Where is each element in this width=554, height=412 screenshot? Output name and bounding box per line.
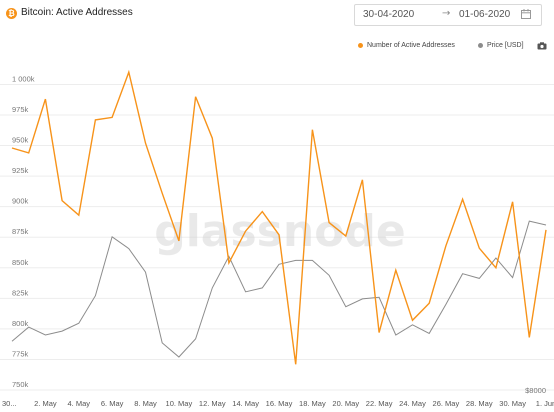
legend-dot-addresses	[358, 42, 363, 48]
date-end-field[interactable]: 01-06-2020	[459, 9, 511, 20]
y-axis-ticks: 750k 775k 800k 825k 850k 875k 900k 925k 950k 975k…	[12, 74, 35, 389]
price-series-line	[11, 220, 547, 358]
grid-lines	[0, 83, 554, 391]
bitcoin-icon: ₿	[6, 8, 17, 19]
active-addresses-series-line	[11, 69, 547, 365]
chart-header: ₿ Bitcoin: Active Addresses 30-04-2020 →…	[0, 0, 554, 34]
date-range-picker[interactable]: 30-04-2020 → 01-06-2020	[354, 4, 542, 26]
x-tick-label: 18. May	[299, 399, 326, 408]
y-tick-label: 750k	[12, 380, 29, 389]
x-tick-label: 20. May	[332, 399, 359, 408]
y-tick-label: 850k	[12, 258, 29, 267]
x-tick-label: 6. May	[101, 399, 124, 408]
chart-title: Bitcoin: Active Addresses	[21, 7, 133, 18]
x-tick-label: 1. Jun	[536, 399, 554, 408]
x-tick-label: 14. May	[232, 399, 259, 408]
arrow-right-icon: →	[442, 8, 451, 19]
x-axis-ticks: 30... 2. May 4. May 6. May 8. May 10. May 12. …	[2, 399, 554, 408]
calendar-icon[interactable]	[521, 9, 531, 19]
x-tick-label: 10. May	[166, 399, 193, 408]
y-tick-label: 900k	[12, 197, 29, 206]
x-tick-label: 2. May	[34, 399, 57, 408]
x-tick-label: 28. May	[466, 399, 493, 408]
x-tick-label: 24. May	[399, 399, 426, 408]
camera-icon[interactable]	[537, 42, 547, 50]
y-right-tick-label: $8000	[525, 386, 546, 395]
y-tick-label: 950k	[12, 136, 29, 145]
legend-item-price[interactable]: Price [USD]	[478, 42, 524, 49]
x-tick-label: 30...	[2, 399, 17, 408]
y-tick-label: 775k	[12, 349, 29, 358]
y-tick-label: 825k	[12, 288, 29, 297]
y-tick-label: 875k	[12, 227, 29, 236]
y-tick-label: 800k	[12, 319, 29, 328]
x-tick-label: 26. May	[433, 399, 460, 408]
y-tick-label: 975k	[12, 105, 29, 114]
legend-item-active-addresses[interactable]: Number of Active Addresses	[358, 42, 455, 49]
x-tick-label: 12. May	[199, 399, 226, 408]
x-tick-label: 8. May	[134, 399, 157, 408]
legend-label-price: Price [USD]	[487, 42, 524, 49]
x-tick-label: 30. May	[499, 399, 526, 408]
x-tick-label: 4. May	[67, 399, 90, 408]
x-tick-label: 22. May	[366, 399, 393, 408]
x-tick-label: 16. May	[266, 399, 293, 408]
series-lines	[11, 69, 547, 365]
legend-label-addresses: Number of Active Addresses	[367, 42, 455, 49]
y-tick-label: 1 000k	[12, 74, 35, 83]
watermark-text: glassnode	[154, 206, 406, 257]
date-start-field[interactable]: 30-04-2020	[363, 9, 415, 20]
y-tick-label: 925k	[12, 166, 29, 175]
legend-dot-price	[478, 42, 483, 48]
